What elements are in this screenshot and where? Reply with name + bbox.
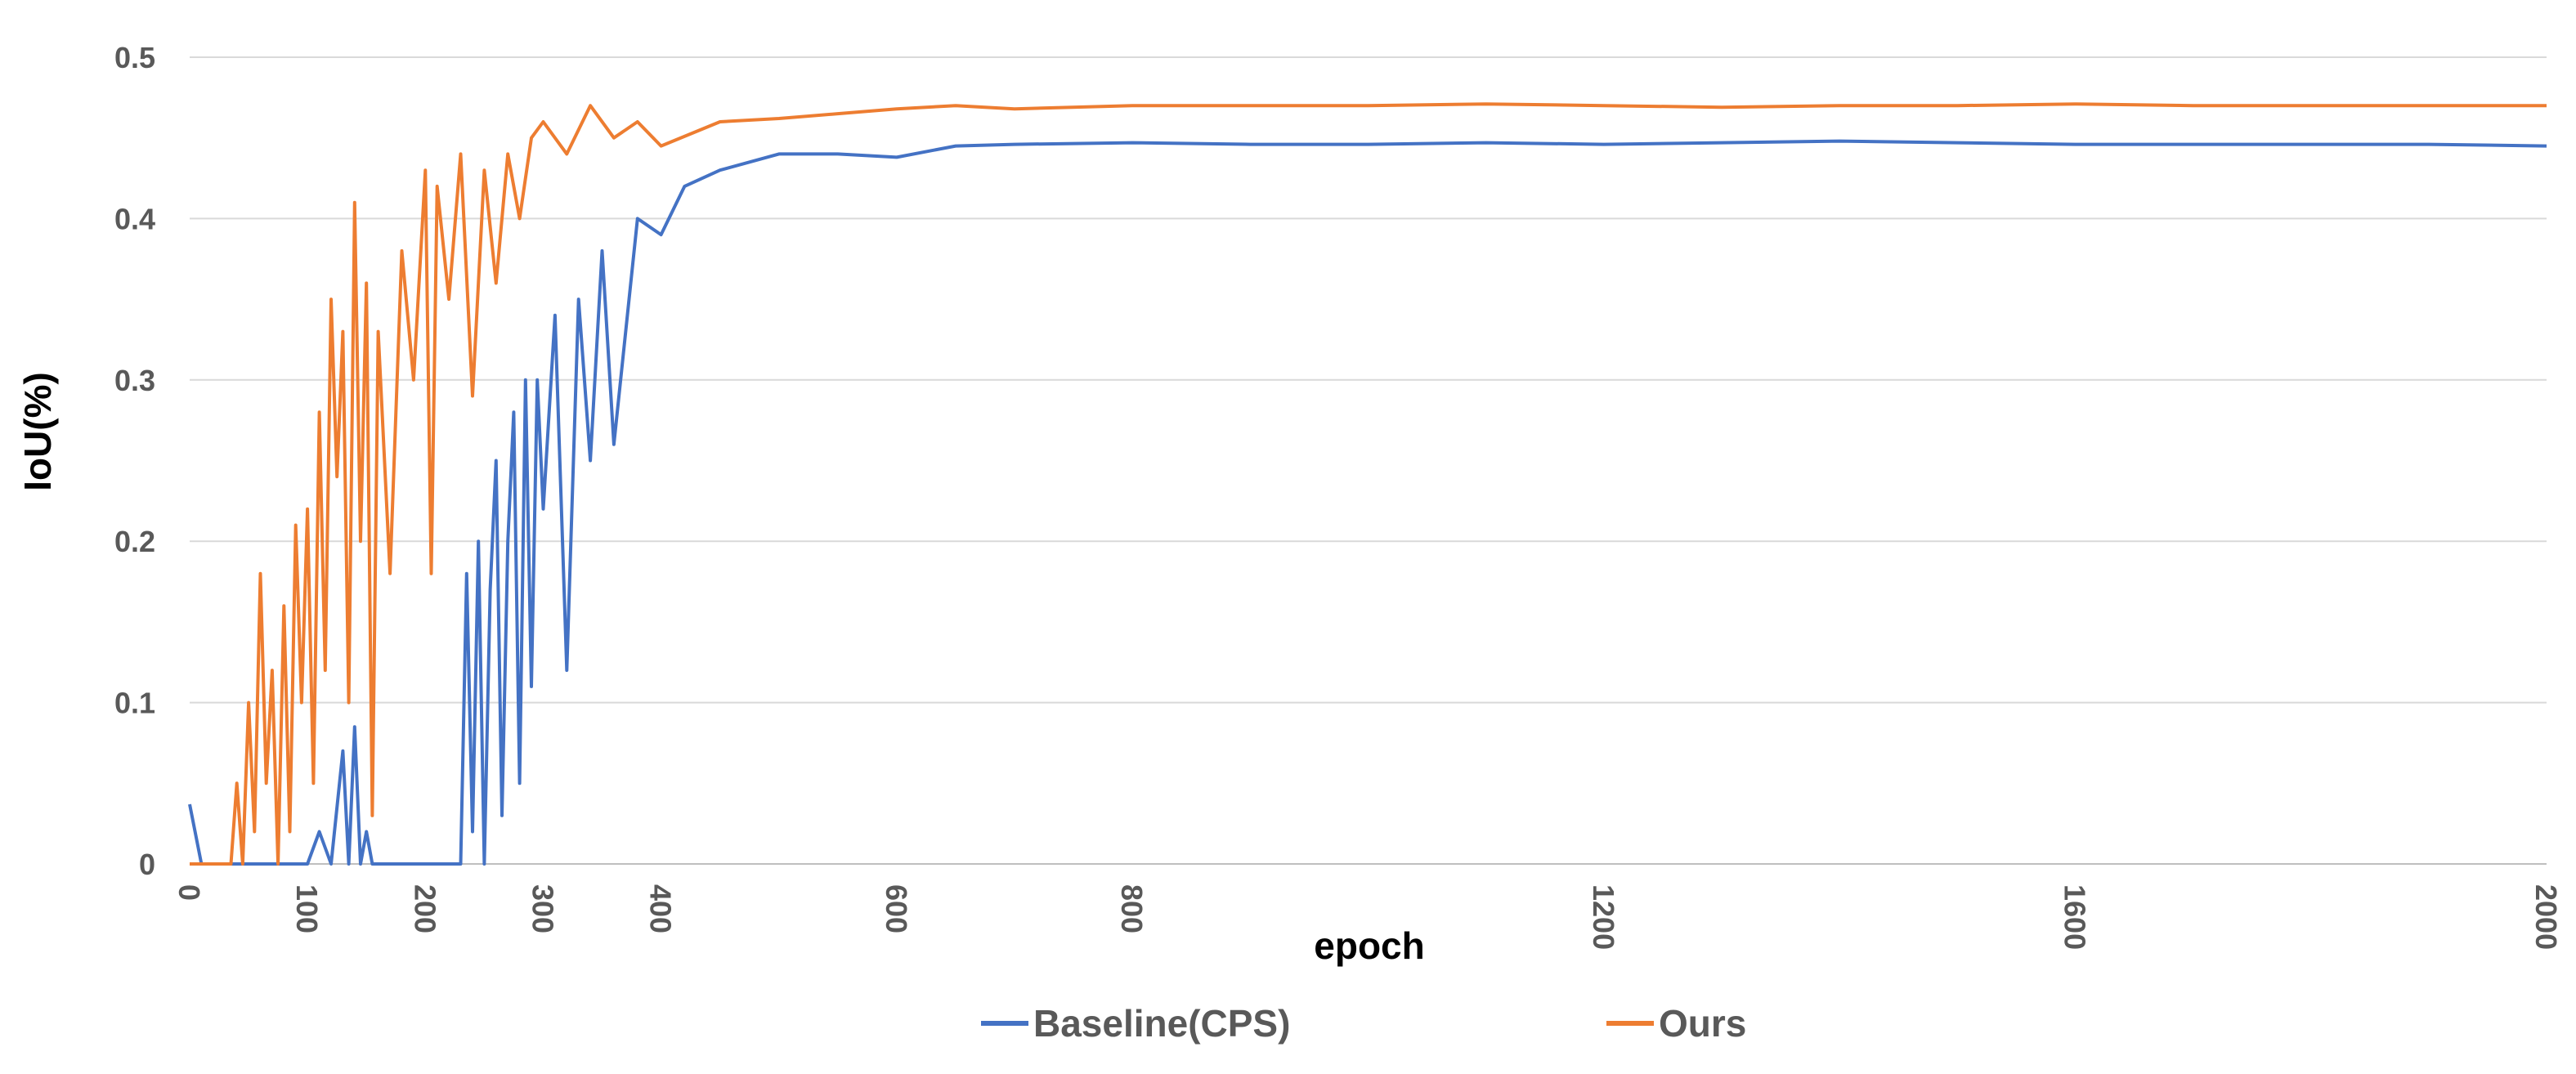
legend-label-ours: Ours xyxy=(1659,1002,1746,1045)
x-tick-label-9: 2000 xyxy=(2529,884,2563,950)
y-tick-label-1: 0.1 xyxy=(114,687,155,720)
x-tick-label-4: 400 xyxy=(644,884,678,933)
y-tick-label-2: 0.2 xyxy=(114,525,155,558)
x-tick-label-7: 1200 xyxy=(1587,884,1620,950)
y-axis-title: IoU(%) xyxy=(16,372,59,491)
x-tick-label-1: 100 xyxy=(290,884,324,933)
x-tick-label-3: 300 xyxy=(526,884,559,933)
y-tick-label-3: 0.3 xyxy=(114,364,155,397)
x-tick-label-2: 200 xyxy=(408,884,441,933)
y-tick-label-0: 0 xyxy=(139,848,155,881)
tick-labels: 0 0.1 0.2 0.3 0.4 0.5 0 100 200 300 400 600 800 1200 1… xyxy=(114,41,2563,950)
x-axis-title: epoch xyxy=(1314,924,1424,967)
gridlines xyxy=(190,56,2547,704)
y-tick-label-5: 0.5 xyxy=(114,41,155,74)
x-tick-label-0: 0 xyxy=(172,884,206,901)
x-tick-label-5: 600 xyxy=(880,884,913,933)
x-tick-label-6: 800 xyxy=(1115,884,1149,933)
series-baseline-line xyxy=(188,139,2547,866)
x-tick-label-8: 1600 xyxy=(2058,884,2091,950)
series-ours-line xyxy=(190,102,2547,866)
legend-label-baseline: Baseline(CPS) xyxy=(1033,1002,1290,1045)
y-tick-label-4: 0.4 xyxy=(114,202,155,235)
series-lines xyxy=(188,102,2547,866)
legend: Baseline(CPS) Ours xyxy=(981,1002,1746,1045)
